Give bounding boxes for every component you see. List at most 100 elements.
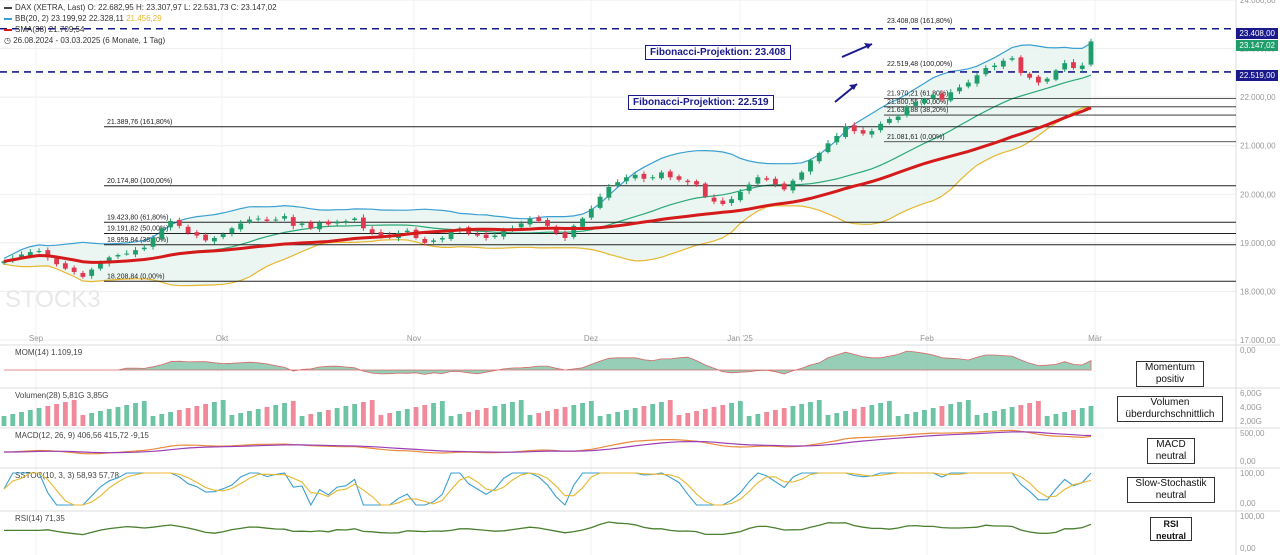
candle-body — [1035, 76, 1041, 83]
candle-body — [886, 119, 892, 123]
volume-bar — [632, 408, 638, 426]
panel-tick: 4,00G — [1240, 403, 1262, 412]
volume-bar — [396, 411, 401, 426]
volume-bar — [308, 414, 314, 426]
volume-bar — [615, 412, 621, 426]
volume-bar — [834, 413, 840, 426]
candle-body — [194, 232, 200, 236]
candle-body — [220, 234, 226, 238]
candle-body — [545, 220, 550, 226]
volume-bar — [27, 410, 33, 426]
volume-bar — [1000, 409, 1006, 426]
candle-body — [764, 178, 770, 180]
stoch-note: Slow-Stochastik neutral — [1127, 477, 1215, 503]
candle-body — [378, 232, 384, 236]
candle-body — [229, 228, 235, 234]
candle-body — [115, 255, 121, 257]
candle-body — [501, 230, 507, 237]
stoch-d-line — [3, 472, 1092, 506]
candle-body — [957, 87, 962, 92]
volume-bar — [62, 402, 68, 426]
volume-bar — [667, 400, 673, 426]
candle-body — [1062, 63, 1068, 70]
x-tick-label: Feb — [920, 334, 934, 343]
candle-body — [895, 116, 901, 120]
volume-bar — [378, 415, 384, 426]
volume-bar — [466, 412, 472, 426]
candle-body — [19, 254, 24, 258]
volume-bar — [553, 409, 559, 426]
candle-body — [150, 238, 156, 247]
candle-body — [474, 234, 480, 236]
candle-body — [746, 184, 752, 191]
volume-bar — [185, 408, 191, 426]
candle-body — [632, 174, 638, 179]
period: (6 Monate, 1 Tag) — [102, 36, 166, 45]
candle-body — [1071, 62, 1076, 68]
volume-bar — [369, 400, 375, 426]
volume-bar — [641, 406, 647, 426]
candle-body — [536, 217, 542, 221]
volume-bar — [562, 407, 568, 426]
volume-bar — [755, 414, 761, 426]
volume-bar — [71, 400, 77, 426]
candle-body — [518, 223, 524, 228]
bb-low-value: 21.456,29 — [126, 14, 162, 23]
y-tick-label: 19.000,00 — [1240, 239, 1276, 248]
date-range: 26.08.2024 - 03.03.2025 — [13, 36, 101, 45]
volume-bar — [387, 413, 393, 426]
candle-body — [922, 99, 927, 103]
panel-label-macd: MACD(12, 26, 9) 406,56 415,72 -9,15 — [15, 431, 149, 440]
y-tick-label: 21.000,00 — [1240, 142, 1276, 151]
volume-bar — [194, 406, 200, 426]
volume-bar — [133, 403, 138, 426]
volume-bar — [659, 402, 664, 426]
volume-bar — [851, 409, 857, 426]
candle-body — [168, 221, 173, 228]
volume-bar — [948, 404, 954, 426]
volume-bar — [220, 400, 226, 426]
momentum-area — [4, 350, 1092, 375]
volume-bar — [474, 410, 480, 426]
candle-body — [124, 253, 130, 255]
clock-icon: ◷ — [4, 36, 11, 45]
candle-body — [948, 92, 954, 101]
volume-bar — [536, 413, 542, 426]
volume-bar — [98, 411, 103, 426]
candle-body — [983, 68, 989, 75]
arrow-head-icon — [849, 84, 857, 90]
candle-body — [588, 208, 594, 218]
candle-body — [98, 262, 103, 269]
candle-body — [1088, 41, 1094, 65]
panel-label-rsi: RSI(14) 71,35 — [15, 514, 65, 523]
volume-bar — [1035, 401, 1041, 426]
volume-bar — [255, 409, 261, 426]
volume-bar — [869, 405, 875, 426]
fib-level-label: 21.630,88 (38,20%) — [887, 107, 949, 114]
panel-tick: 500,00 — [1240, 429, 1265, 438]
candle-body — [527, 218, 533, 225]
panel-tick: 0,00 — [1240, 457, 1256, 466]
candle-body — [773, 178, 778, 185]
header-range: ◷ 26.08.2024 - 03.03.2025 (6 Monate, 1 T… — [4, 36, 165, 46]
x-tick-label: Okt — [216, 334, 229, 343]
candle-body — [580, 218, 585, 227]
volume-bar — [694, 411, 699, 426]
volume-bar — [19, 412, 24, 426]
candle-body — [676, 176, 682, 180]
ohlc-values: O: 22.682,95 H: 23.307,97 L: 22.531,73 C… — [87, 3, 277, 12]
volume-bar — [343, 406, 349, 426]
volume-bar — [36, 408, 42, 426]
candle-body — [282, 216, 287, 219]
volume-bar — [737, 401, 743, 426]
volume-bar — [1079, 408, 1085, 426]
candle-body — [448, 230, 454, 239]
panel-label-stoch: SSTOC(10, 3, 3) 58,93 57,78 — [15, 471, 119, 480]
y-tick-label: 17.000,00 — [1240, 336, 1276, 345]
candle-body — [939, 93, 945, 100]
volume-bar — [448, 416, 454, 426]
volume-bar — [597, 416, 603, 426]
momentum-note: Momentum positiv — [1136, 361, 1204, 387]
fib-level-label: 21.970,21 (61,80%) — [887, 91, 949, 98]
volume-bar — [825, 415, 831, 426]
